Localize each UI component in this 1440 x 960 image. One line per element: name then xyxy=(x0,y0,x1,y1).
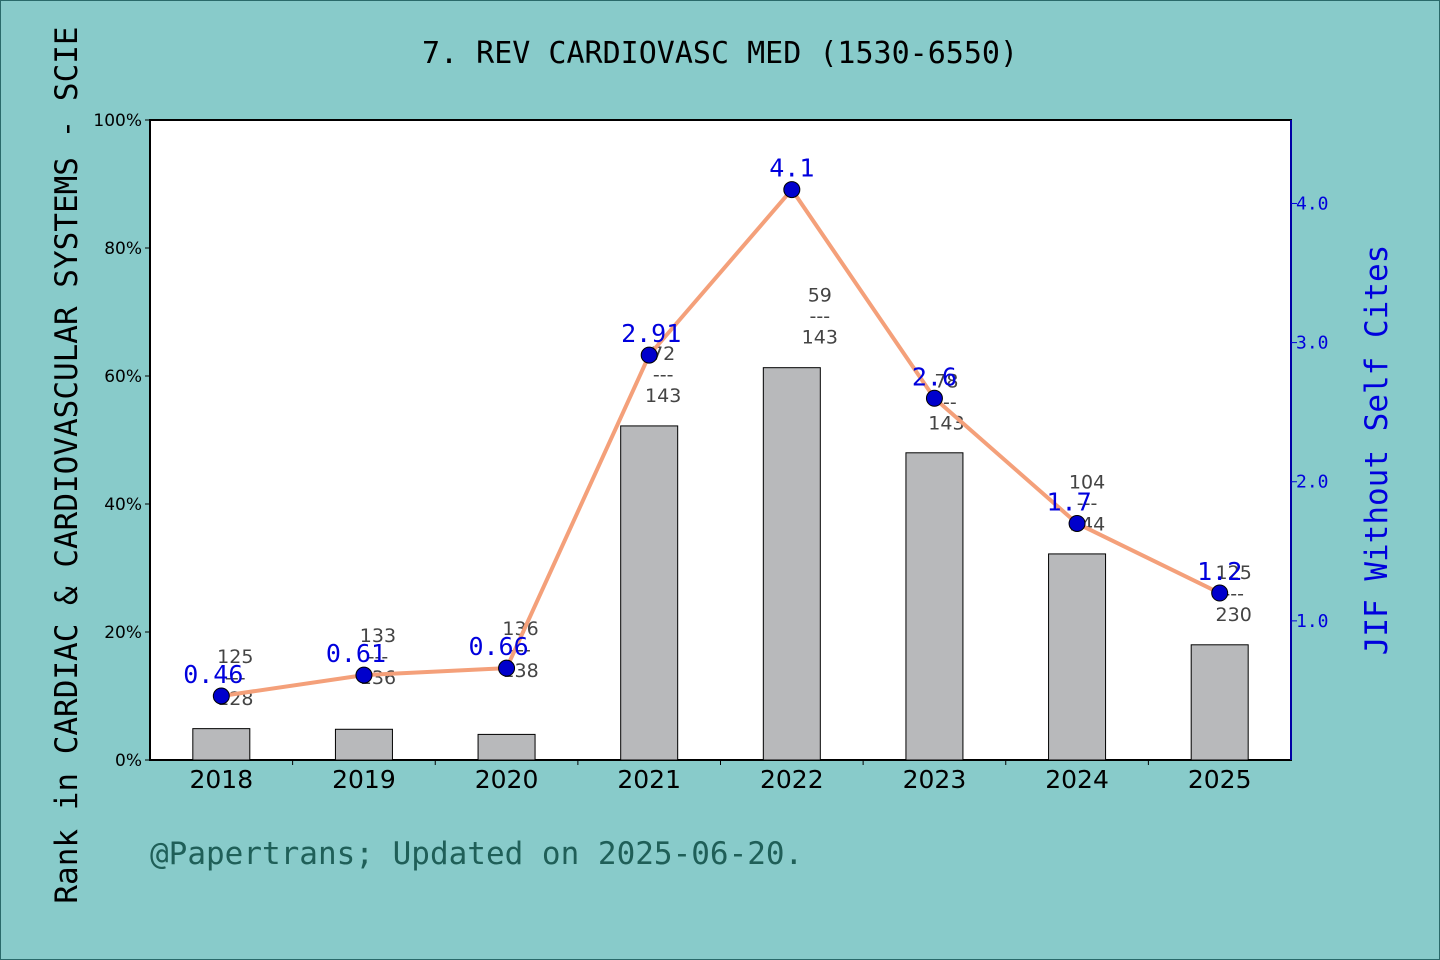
right-tick-label: 1.0 xyxy=(1296,611,1329,632)
rank-label-2023: 78 xyxy=(934,370,958,392)
left-tick-label: 40% xyxy=(104,495,142,515)
right-tick-label: 4.0 xyxy=(1296,193,1329,214)
right-tick-label: 3.0 xyxy=(1296,333,1329,354)
x-tick-label-2025: 2025 xyxy=(1188,765,1252,794)
jif-point-2018 xyxy=(212,687,230,705)
rank-separator-2018: --- xyxy=(225,667,246,689)
jif-value-label-2025: 1.2 xyxy=(1197,557,1242,586)
rank-separator-2019: --- xyxy=(368,646,389,668)
rank-label-2025: 125 xyxy=(1216,562,1252,584)
jif-series-line xyxy=(221,187,1221,698)
left-tick-label: 100% xyxy=(93,111,142,131)
rank-label-2018: 125 xyxy=(217,646,253,668)
x-tick-label-2018: 2018 xyxy=(190,765,254,794)
rank-total-2023: 143 xyxy=(928,412,964,434)
jif-value-label-2019: 0.61 xyxy=(326,639,386,668)
jif-point-2021 xyxy=(640,346,658,364)
rank-label-2024: 104 xyxy=(1069,471,1105,493)
x-tick-label-2020: 2020 xyxy=(475,765,539,794)
rank-separator-2022: --- xyxy=(810,306,831,328)
jif-value-label-2018: 0.46 xyxy=(183,660,243,689)
left-tick-label: 80% xyxy=(104,239,142,259)
rank-label-2022: 59 xyxy=(808,285,832,307)
bar-2018 xyxy=(192,728,251,761)
bar-2020 xyxy=(477,733,536,761)
bar-2021 xyxy=(620,425,679,761)
jif-value-label-2024: 1.7 xyxy=(1046,487,1091,516)
jif-point-2022 xyxy=(783,181,801,199)
chart-title: 7. REV CARDIOVASC MED (1530-6550) xyxy=(421,36,1019,71)
jif-point-2019 xyxy=(355,666,373,684)
x-tick-label-2024: 2024 xyxy=(1045,765,1109,794)
bar-2024 xyxy=(1048,553,1107,761)
left-tick-label: 20% xyxy=(104,623,142,643)
footer-note: @Papertrans; Updated on 2025-06-20. xyxy=(150,836,804,872)
left-tick-label: 60% xyxy=(104,367,142,387)
jif-value-label-2020: 0.66 xyxy=(468,632,528,661)
bar-2025 xyxy=(1190,644,1249,761)
rank-separator-2024: --- xyxy=(1077,492,1098,514)
x-tick-label-2019: 2019 xyxy=(332,765,396,794)
rank-total-2025: 230 xyxy=(1216,604,1252,626)
x-tick-label-2021: 2021 xyxy=(617,765,681,794)
left-tick-label: 0% xyxy=(115,751,142,771)
jif-point-2023 xyxy=(925,389,943,407)
x-tick-label-2022: 2022 xyxy=(760,765,824,794)
jif-value-label-2021: 2.91 xyxy=(621,319,681,348)
jif-point-2025 xyxy=(1211,584,1229,602)
jif-value-label-2022: 4.1 xyxy=(769,154,814,183)
jif-value-label-2023: 2.6 xyxy=(912,362,957,391)
rank-label-2020: 136 xyxy=(502,618,538,640)
rank-separator-2021: --- xyxy=(653,364,674,386)
plot-area xyxy=(149,119,1292,761)
rank-separator-2025: --- xyxy=(1223,583,1244,605)
bar-2019 xyxy=(334,728,393,761)
rank-total-2021: 143 xyxy=(645,385,681,407)
rank-label-2019: 133 xyxy=(360,625,396,647)
jif-point-2024 xyxy=(1068,514,1086,532)
right-tick-label: 2.0 xyxy=(1296,472,1329,493)
rank-total-2022: 143 xyxy=(802,327,838,349)
bar-2022 xyxy=(762,367,821,761)
x-tick-label-2023: 2023 xyxy=(903,765,967,794)
bar-2023 xyxy=(905,452,964,761)
jif-point-2020 xyxy=(498,659,516,677)
